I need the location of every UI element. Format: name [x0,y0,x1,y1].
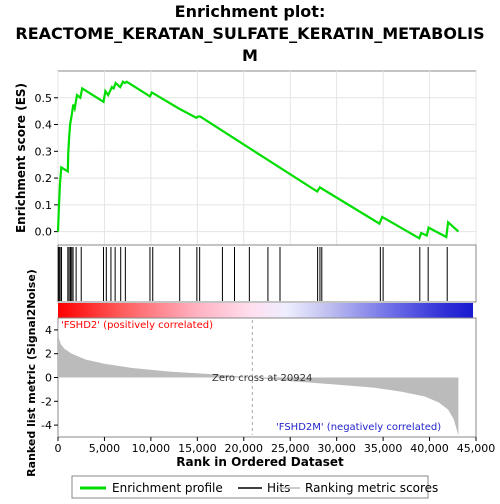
enrichment-profile-line [56,80,460,240]
es-panel-frame [57,70,477,246]
es-y-tick-label: 0.4 [35,119,53,132]
ranked-metric-panel: 420-2-4 'FSHD2' (positively correlated) … [25,269,477,477]
ranked-y-tick-label: -2 [41,395,52,408]
x-tick-label: 0 [55,442,62,455]
legend-frame [71,475,429,499]
ranked-y-tick-label: 0 [45,372,52,385]
x-tick-label: 45,000 [457,442,496,455]
ranking-metric-area [58,320,459,436]
hit-markers [57,247,448,301]
es-y-tick-label: 0.0 [35,226,53,239]
es-y-tick-label: 0.2 [35,172,53,185]
x-tick-label: 40,000 [410,442,449,455]
hits-panel [57,244,477,303]
x-tick-label: 35,000 [364,442,403,455]
chart-title-line3: M [242,46,258,65]
ranked-y-tick-label: 2 [45,348,52,361]
chart-title-line2: REACTOME_KERATAN_SULFATE_KERATIN_METABOL… [15,24,484,43]
legend: Enrichment profile Hits Ranking metric s… [71,475,438,499]
ranked-y-axis-label: Ranked list metric (Signal2Noise) [25,269,38,477]
positive-correlation-label: 'FSHD2' (positively correlated) [61,320,213,331]
x-tick-label: 5,000 [89,442,121,455]
x-axis-label: Rank in Ordered Dataset [176,455,344,469]
x-tick-label: 20,000 [225,442,264,455]
es-y-tick-label: 0.5 [35,92,53,105]
es-y-axis-label: Enrichment score (ES) [14,83,28,233]
legend-enrichment-label: Enrichment profile [112,481,223,495]
hits-panel-frame [57,244,477,303]
x-tick-label: 30,000 [317,442,356,455]
x-axis-ticks: 0 5,000 10,000 15,000 20,000 25,000 30,000 35,0… [55,437,496,455]
x-tick-label: 10,000 [132,442,171,455]
ranked-y-tick-label: -4 [41,419,52,432]
es-y-tick-label: 0.1 [35,199,53,212]
zero-cross-label: Zero cross at 20924 [212,373,312,384]
es-y-ticks: 0.0 0.1 0.2 0.3 0.4 0.5 [35,92,58,239]
negative-correlation-label: 'FSHD2M' (negatively correlated) [276,422,441,433]
ranked-y-tick-label: 4 [45,324,52,337]
legend-ranking-label: Ranking metric scores [305,481,438,495]
x-tick-label: 25,000 [271,442,310,455]
x-tick-label: 15,000 [178,442,217,455]
es-panel: 0.0 0.1 0.2 0.3 0.4 0.5 Enrichment score (ES) [14,70,477,246]
rank-color-band [58,303,473,318]
chart-title-line1: Enrichment plot: [175,2,326,21]
es-y-tick-label: 0.3 [35,145,53,158]
ranked-y-ticks: 4 2 0 -2 -4 [41,324,58,432]
